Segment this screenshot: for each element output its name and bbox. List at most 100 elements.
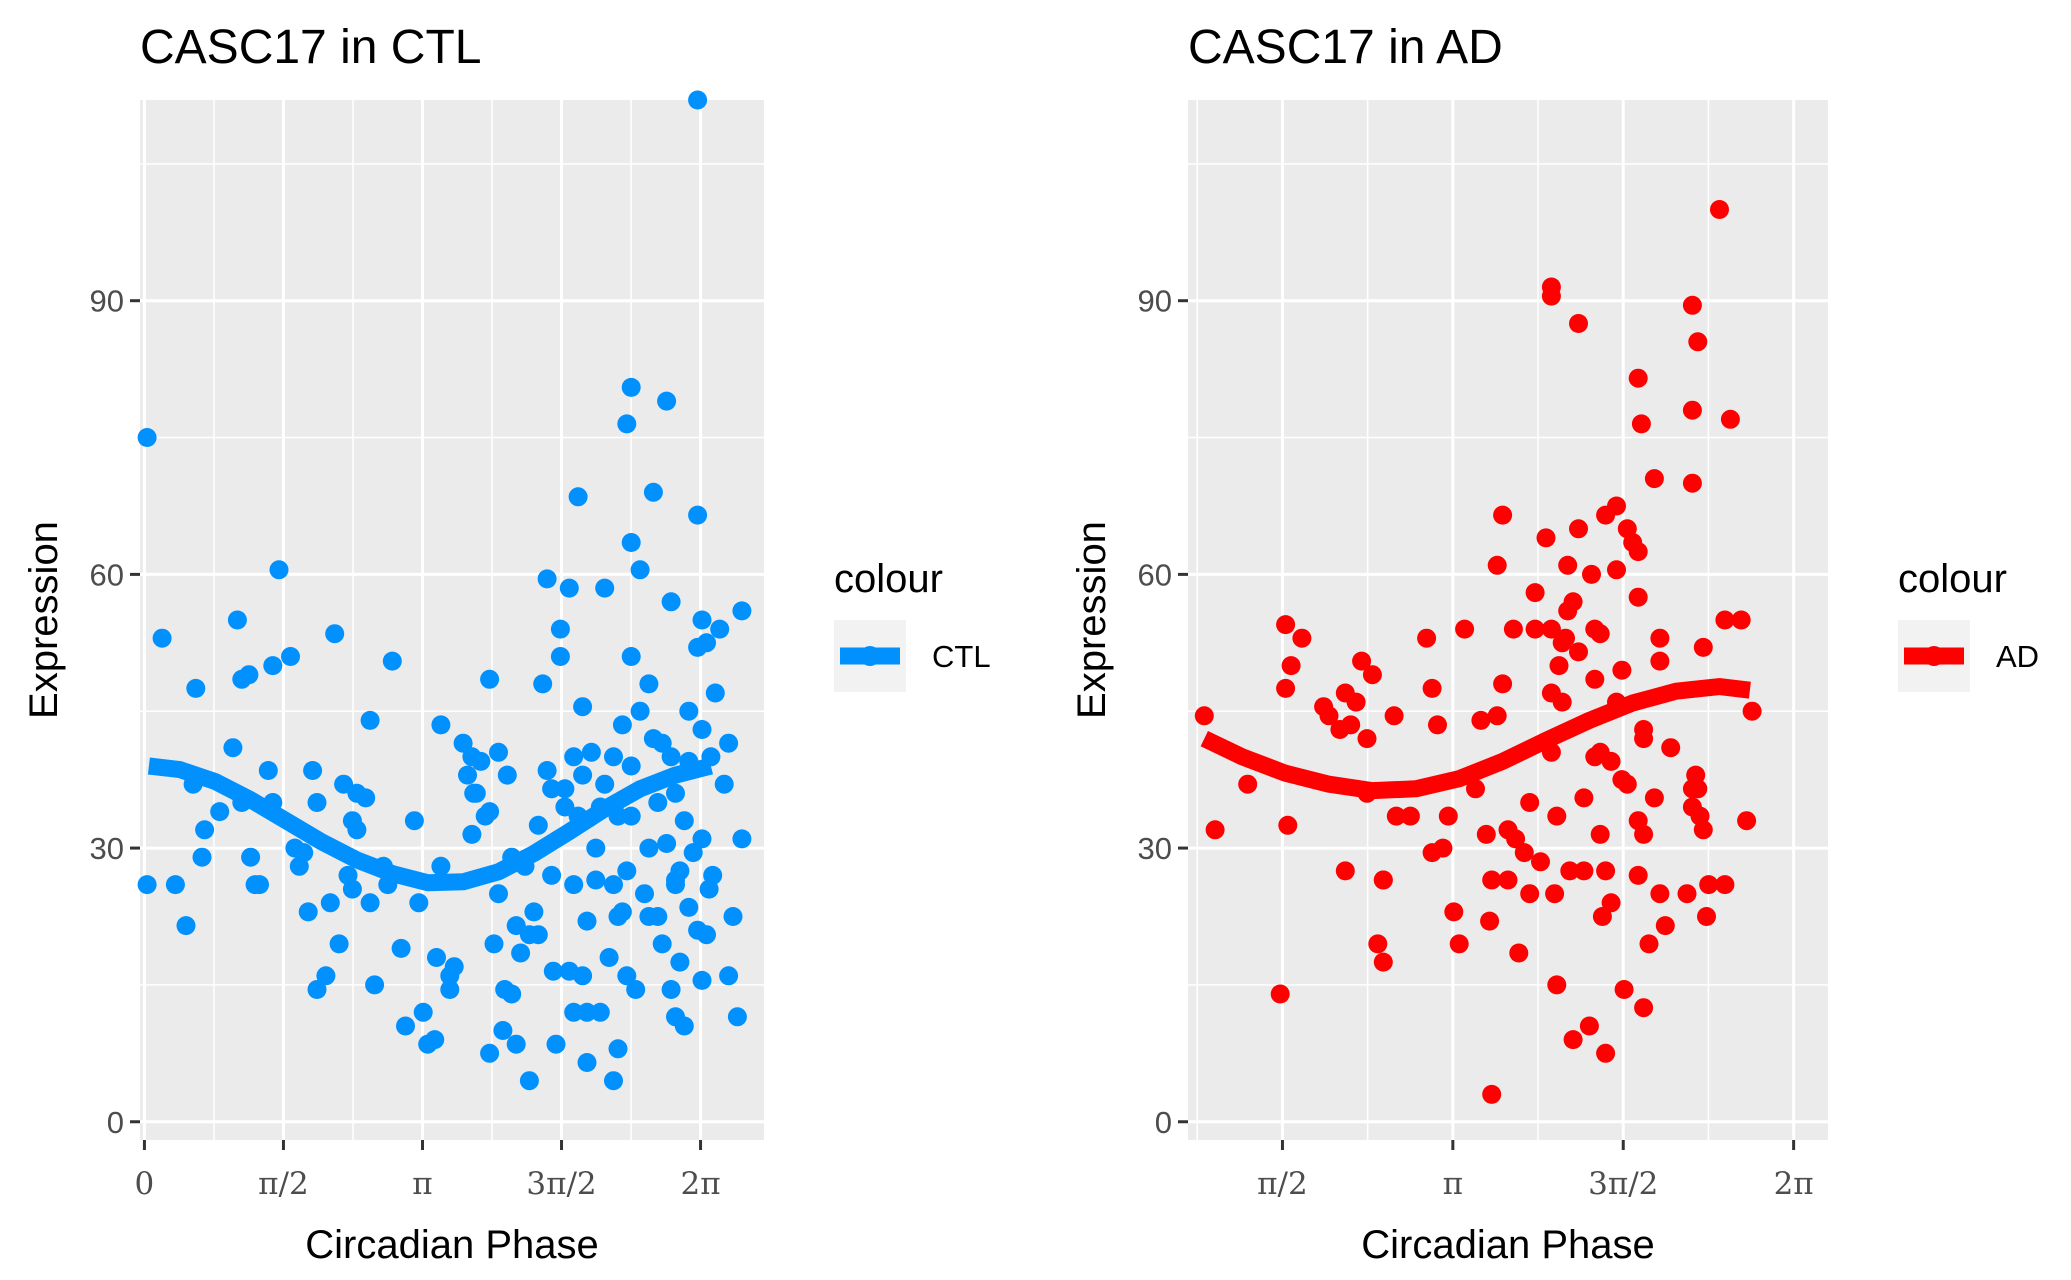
panel-ad-data-point <box>1433 838 1453 858</box>
panel-ctl-data-point <box>657 834 677 853</box>
panel-ctl-data-point <box>511 943 531 963</box>
panel-ctl-data-point <box>425 1030 445 1050</box>
panel-ctl-data-point <box>524 902 544 922</box>
panel-ad-data-point <box>1205 820 1225 840</box>
panel-ctl-data-point <box>462 824 482 844</box>
panel-ctl-data-point <box>210 802 230 822</box>
panel-ctl-x-axis-label: Circadian Phase <box>305 1223 599 1267</box>
panel-ctl-data-point <box>360 893 380 913</box>
panel-ad-data-point <box>1742 701 1762 721</box>
panel-ad-data-point <box>1238 774 1258 794</box>
panel-ctl-data-point <box>581 742 601 762</box>
panel-ad-data-point <box>1563 592 1583 612</box>
panel-ctl-data-point <box>391 938 411 958</box>
panel-ctl-y-tick-label: 60 <box>90 557 124 592</box>
panel-ctl-y-axis-label: Expression <box>22 521 66 719</box>
panel-ctl-data-point <box>241 847 261 867</box>
panel-ctl-data-point <box>480 802 500 822</box>
panel-ad-data-point <box>1560 861 1580 881</box>
panel-ad: CASC17 in AD π/2 π 3π/2 2π 0 30 60 90 Circadian… <box>1070 21 2039 1267</box>
panel-ctl-gridlines <box>140 100 764 1140</box>
panel-ad-data-point <box>1194 706 1214 726</box>
panel-ad-y-tick-label: 60 <box>1138 557 1172 592</box>
panel-ctl-data-point <box>542 779 562 799</box>
panel-ctl-data-point <box>661 980 681 999</box>
panel-ad-data-point <box>1661 738 1681 758</box>
panel-ctl-x-tick-label: 3π/2 <box>526 1166 596 1202</box>
panel-ctl-data-point <box>703 865 723 885</box>
panel-ctl-data-point <box>334 774 354 794</box>
panel-ctl-data-point <box>356 788 376 808</box>
panel-ad-data-point <box>1607 560 1626 580</box>
panel-ctl-data-point <box>710 619 730 639</box>
panel-ad-data-point <box>1592 907 1612 926</box>
panel-ctl-data-point <box>661 592 681 612</box>
panel-ad-data-point <box>1487 555 1507 575</box>
panel-ctl-data-point <box>431 715 451 735</box>
panel-ctl-data-point <box>608 1039 628 1059</box>
panel-ctl-data-point <box>396 1016 415 1036</box>
panel-ctl-data-point <box>692 970 712 990</box>
panel-ctl-data-point <box>298 902 318 922</box>
panel-ctl-data-point <box>621 806 641 826</box>
panel-ctl-data-point <box>493 1021 513 1040</box>
panel-ctl-data-point <box>192 847 212 867</box>
panel-ctl-x-tick-label: 0 <box>135 1166 155 1202</box>
panel-ctl-data-point <box>546 1034 566 1054</box>
panel-ctl-data-point <box>630 560 650 580</box>
panel-ad-data-point <box>1549 656 1569 676</box>
panel-ctl-data-point <box>137 428 157 447</box>
panel-ctl-axes: 0 π/2 π 3π/2 2π 0 30 60 90 <box>90 284 721 1202</box>
panel-ctl-data-point <box>674 1016 694 1036</box>
panel-ad-data-point <box>1506 829 1526 849</box>
panel-ctl-data-point <box>528 925 548 945</box>
panel-ad-legend-title: colour <box>1898 557 2007 601</box>
panel-ad-data-point <box>1541 286 1561 306</box>
panel-ctl-data-point <box>590 1002 610 1022</box>
panel-ctl-data-point <box>564 1002 584 1022</box>
panel-ctl-data-point <box>692 720 712 739</box>
panel-ctl-data-point <box>648 907 668 926</box>
panel-ad-data-point <box>1520 884 1540 904</box>
panel-ad-data-point <box>1357 729 1377 749</box>
panel-ctl-data-point <box>564 747 584 767</box>
panel-ad-data-point <box>1346 692 1366 712</box>
panel-ctl-data-point <box>692 610 712 630</box>
panel-ctl-data-point <box>612 902 632 922</box>
panel-ctl-data-point <box>427 948 446 967</box>
panel-ad-data-point <box>1455 619 1475 639</box>
panel-ad-data-point <box>1509 943 1529 963</box>
panel-ad-data-point <box>1493 505 1513 525</box>
panel-ctl-data-point <box>165 875 185 895</box>
panel-ad-data-point <box>1341 715 1361 735</box>
panel-ctl-data-point <box>480 669 500 689</box>
panel-ctl-data-point <box>543 961 563 981</box>
panel-ctl-data-point <box>537 569 557 589</box>
panel-ad-data-point <box>1650 884 1670 904</box>
panel-ad-data-point <box>1644 469 1664 489</box>
panel-ad-data-point <box>1682 473 1702 493</box>
panel-ad-data-point <box>1634 824 1654 844</box>
panel-ctl-data-point <box>325 624 345 644</box>
panel-ctl-data-point <box>679 701 699 721</box>
panel-ad-data-point <box>1634 729 1654 749</box>
panel-ctl-data-point <box>263 656 283 676</box>
panel-ctl-data-point <box>559 578 579 598</box>
panel-ad-data-point <box>1655 916 1675 936</box>
panel-ctl-data-point <box>652 733 672 753</box>
panel-ad-legend-key-point <box>1924 646 1944 666</box>
panel-ctl-data-point <box>506 1034 526 1054</box>
panel-ad-data-point <box>1569 519 1588 539</box>
panel-ctl-data-point <box>599 948 619 967</box>
panel-ctl-data-point <box>652 934 672 954</box>
panel-ctl-data-point <box>573 966 593 986</box>
panel-ctl-data-point <box>630 701 650 721</box>
panel-ctl-data-point <box>542 865 562 885</box>
panel-ctl-data-point <box>316 966 336 986</box>
panel-ctl-data-point <box>360 710 380 730</box>
panel-ad-fit-line <box>1200 678 1751 800</box>
panel-ad-data-point <box>1590 624 1610 644</box>
panel-ctl-fit-line <box>147 757 714 892</box>
panel-ad-data-point <box>1579 1016 1599 1036</box>
